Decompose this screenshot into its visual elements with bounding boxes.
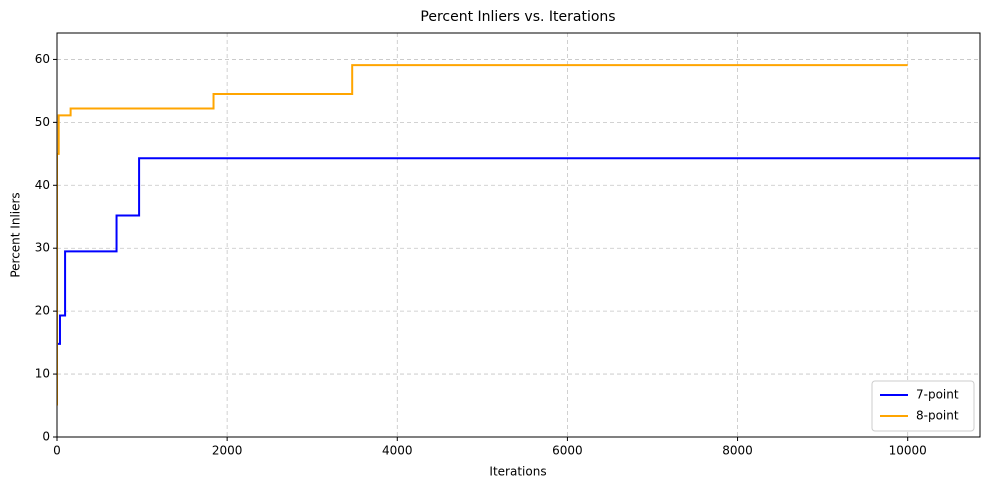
y-axis-label: Percent Inliers xyxy=(9,192,23,277)
y-tick-label: 10 xyxy=(35,367,50,381)
y-tick-label: 40 xyxy=(35,178,50,192)
y-tick-label: 0 xyxy=(42,430,50,444)
y-tick-label: 20 xyxy=(35,304,50,318)
x-tick-label: 0 xyxy=(53,444,61,458)
legend-label: 8-point xyxy=(916,409,959,423)
chart-title: Percent Inliers vs. Iterations xyxy=(420,9,615,25)
x-tick-label: 8000 xyxy=(722,444,753,458)
legend-box xyxy=(871,380,975,432)
series-line xyxy=(57,157,980,356)
y-tick-label: 30 xyxy=(35,241,50,255)
plot-frame xyxy=(56,32,981,438)
series-line xyxy=(57,64,908,406)
legend-label: 7-point xyxy=(916,388,959,402)
y-tick-label: 50 xyxy=(35,115,50,129)
y-tick-label: 60 xyxy=(35,52,50,66)
x-tick-label: 6000 xyxy=(552,444,583,458)
x-tick-label: 10000 xyxy=(889,444,927,458)
x-tick-label: 2000 xyxy=(212,444,243,458)
x-tick-label: 4000 xyxy=(382,444,413,458)
x-axis-label: Iterations xyxy=(489,465,546,479)
